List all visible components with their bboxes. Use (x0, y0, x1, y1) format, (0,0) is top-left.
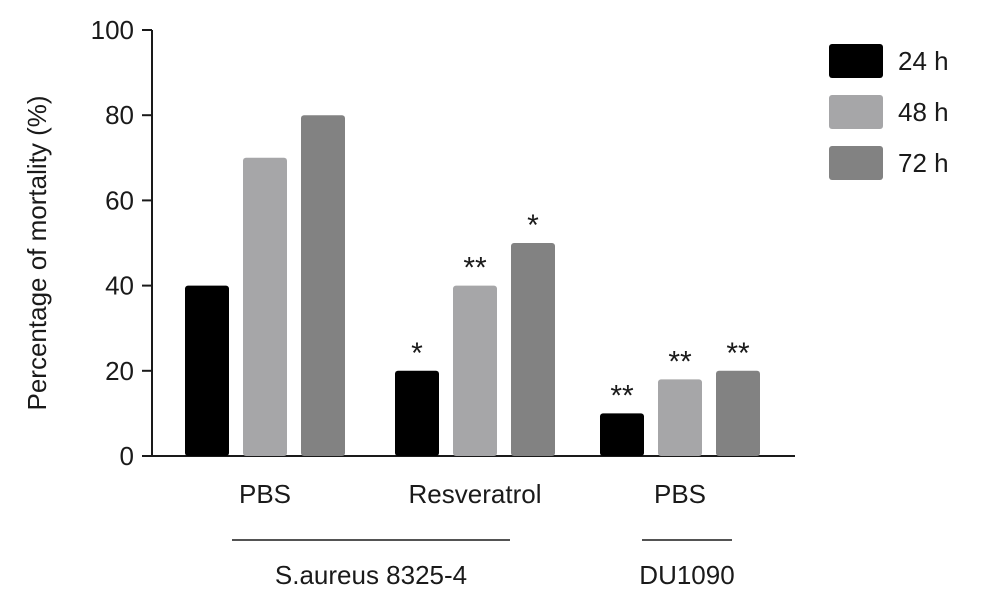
x-category-label: PBS (239, 479, 291, 509)
x-category-label: Resveratrol (409, 479, 542, 509)
bar-48h-0 (243, 157, 287, 457)
legend-swatch (829, 95, 883, 129)
bars: ********** (185, 115, 760, 457)
bar-24h-1 (395, 370, 439, 456)
bar-72h-2 (716, 370, 760, 456)
y-tick-label: 40 (105, 271, 134, 301)
significance-marker: * (411, 337, 423, 370)
significance-marker: ** (610, 379, 634, 412)
bar-48h-1 (453, 285, 497, 456)
bar-24h-0 (185, 285, 229, 456)
legend-label: 24 h (898, 46, 949, 76)
legend-swatch (829, 44, 883, 78)
group-label: S.aureus 8325-4 (275, 560, 467, 590)
legend-label: 48 h (898, 97, 949, 127)
axes: 0 20 40 60 80 100 Percentage of mortality (%) P… (22, 15, 795, 590)
bar-24h-2 (600, 413, 644, 456)
legend-swatch (829, 146, 883, 180)
significance-marker: * (527, 209, 539, 242)
group-label: DU1090 (639, 560, 734, 590)
legend: 24 h 48 h 72 h (829, 44, 949, 180)
y-tick-label: 60 (105, 185, 134, 215)
y-tick-label: 80 (105, 100, 134, 130)
significance-marker: ** (463, 252, 487, 285)
bar-72h-0 (301, 115, 345, 456)
y-tick-label: 20 (105, 356, 134, 386)
significance-marker: ** (668, 345, 692, 378)
y-axis-title: Percentage of mortality (%) (22, 95, 52, 410)
y-tick-label: 100 (91, 15, 134, 45)
x-category-label: PBS (654, 479, 706, 509)
significance-marker: ** (726, 337, 750, 370)
legend-label: 72 h (898, 148, 949, 178)
bar-48h-2 (658, 379, 702, 456)
bar-72h-1 (511, 243, 555, 456)
y-tick-label: 0 (120, 441, 134, 471)
